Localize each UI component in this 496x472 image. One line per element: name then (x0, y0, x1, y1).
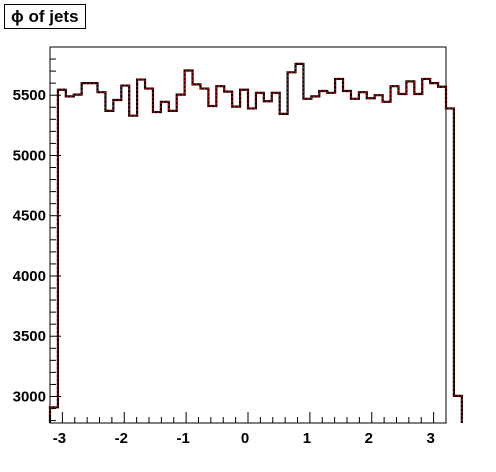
y-tick-label: 4500 (13, 208, 46, 225)
y-tick-label: 4000 (13, 268, 46, 285)
chart-title: ϕ of jets (4, 4, 86, 29)
x-tick-label: 2 (365, 430, 373, 447)
histogram-outline (48, 62, 463, 423)
y-tick-label: 5500 (13, 87, 46, 104)
x-tick-label: 0 (241, 430, 249, 447)
x-tick-label: -2 (115, 430, 128, 447)
x-tick-label: 3 (426, 430, 434, 447)
y-tick-label: 5000 (13, 147, 46, 164)
histogram-line (49, 63, 463, 423)
y-tick-label: 3500 (13, 328, 46, 345)
x-tick-label: 1 (303, 430, 311, 447)
x-tick-label: -3 (53, 430, 66, 447)
x-tick-label: -1 (176, 430, 189, 447)
y-tick-label: 3000 (13, 388, 46, 405)
